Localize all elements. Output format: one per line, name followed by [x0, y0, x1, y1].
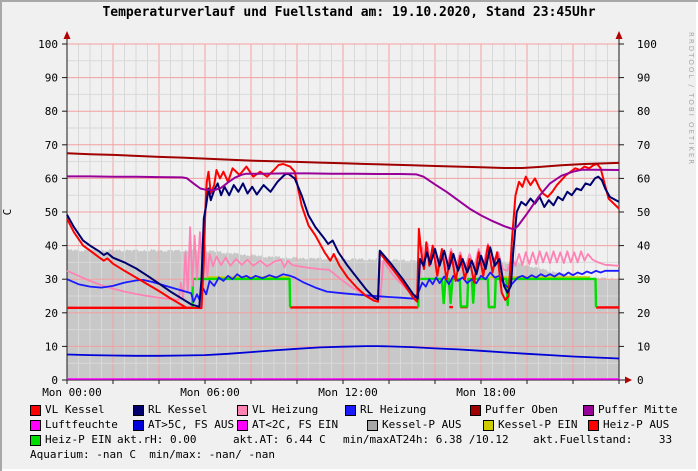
legend-swatch: [133, 404, 144, 416]
legend-label: RL Kessel: [148, 403, 208, 416]
legend-swatch: [133, 419, 144, 431]
legend-item-akt-rh-0-00: akt.rH: 0.00: [117, 434, 196, 446]
y-axis-arrow-right: [615, 31, 623, 39]
x-tick-label: Mon 12:00: [318, 386, 378, 399]
y-tick-label-right: 40: [637, 240, 650, 253]
x-tick-label: Mon 00:00: [42, 386, 102, 399]
legend-label: Puffer Oben: [485, 403, 558, 416]
legend-item-at-5c-fs-aus: AT>5C, FS AUS: [133, 419, 234, 431]
legend-item-heiz-p-ein: Heiz-P EIN: [30, 434, 111, 446]
legend-item-rl-kessel: RL Kessel: [133, 404, 208, 416]
legend-item-puffer-mitte: Puffer Mitte: [583, 404, 677, 416]
y-tick-label-left: 100: [38, 38, 58, 51]
y-tick-label-left: 20: [45, 307, 58, 320]
x-tick-label: Mon 06:00: [180, 386, 240, 399]
legend-label: Heiz-P EIN: [45, 433, 112, 446]
legend-label: Luftfeuchte: [45, 418, 118, 431]
legend-label: min/maxAT24h: 6.38 /10.12: [343, 433, 509, 446]
plot-area: 0 0 10 10 20 20 30 30 40 40 50 50 60 60 70 70 80 80 90 90 10…: [1, 31, 657, 399]
legend-label: AT>5C, FS AUS: [148, 418, 235, 431]
y-tick-label-right: 50: [637, 206, 650, 219]
legend-item-kessel-p-aus: Kessel-P AUS: [367, 419, 461, 431]
legend-item-vl-kessel: VL Kessel: [30, 404, 105, 416]
legend-swatch: [30, 434, 41, 446]
series-puffer-mitte: [67, 168, 620, 231]
legend-swatch: [237, 419, 248, 431]
x-axis-arrow: [625, 376, 632, 384]
legend-item-vl-heizung: VL Heizung: [237, 404, 318, 416]
legend-label: Kessel-P EIN: [498, 418, 578, 431]
legend-swatch: [588, 419, 599, 431]
legend-label: akt.rH: 0.00: [117, 433, 197, 446]
legend-swatch: [583, 404, 594, 416]
legend-item-puffer-oben: Puffer Oben: [470, 404, 558, 416]
legend-item-kessel-p-ein: Kessel-P EIN: [483, 419, 577, 431]
legend-item-akt-at-6-44-c: akt.AT: 6.44 C: [233, 434, 326, 446]
legend-item-luftfeuchte: Luftfeuchte: [30, 419, 118, 431]
series-aussentemperatur-at-5c: [66, 345, 620, 360]
series-puffer-oben: [66, 152, 620, 169]
legend-item-aquarium-nan-c-min-max-nan-nan: Aquarium: -nan C min/max: -nan/ -nan: [30, 449, 275, 461]
legend-label: Heiz-P AUS: [603, 418, 670, 431]
y-tick-label-left: 40: [45, 240, 58, 253]
legend-swatch: [483, 419, 494, 431]
legend-label: AT<2C, FS EIN: [252, 418, 339, 431]
legend-swatch: [237, 404, 248, 416]
legend-swatch: [30, 419, 41, 431]
y-tick-label-left: 80: [45, 105, 58, 118]
y-tick-label-right: 20: [637, 307, 650, 320]
legend-label: akt.Fuellstand: 33: [533, 433, 673, 446]
grid: [66, 43, 620, 380]
chart-title: Temperaturverlauf und Fuellstand am: 19.…: [102, 5, 596, 20]
axis-labels: 0 0 10 10 20 20 30 30 40 40 50 50 60 60 70 70 80 80 90 90 10…: [38, 38, 657, 399]
series-rl-kessel: [66, 172, 620, 308]
legend-item-rl-heizung: RL Heizung: [345, 404, 426, 416]
legend-swatch: [345, 404, 356, 416]
legend-swatch: [367, 419, 378, 431]
y-tick-label-right: 30: [637, 273, 650, 286]
y-tick-label-right: 0: [637, 374, 644, 387]
y-tick-label-right: 10: [637, 340, 650, 353]
y-tick-label-right: 60: [637, 172, 650, 185]
y-tick-label-right: 100: [637, 38, 657, 51]
legend-label: Kessel-P AUS: [382, 418, 462, 431]
y-axis-title: C: [1, 209, 14, 216]
y-tick-label-right: 80: [637, 105, 650, 118]
y-tick-label-right: 90: [637, 72, 650, 85]
legend-item-akt-fuellstand-33: akt.Fuellstand: 33: [533, 434, 672, 446]
legend-label: VL Heizung: [252, 403, 319, 416]
legend-label: Aquarium: -nan C min/max: -nan/ -nan: [30, 448, 276, 461]
legend-item-at-2c-fs-ein: AT<2C, FS EIN: [237, 419, 338, 431]
axes: [62, 31, 632, 384]
rrdtool-watermark: RRDTOOL / TOBI OETIKER: [687, 32, 695, 167]
y-tick-label-left: 30: [45, 273, 58, 286]
y-axis-arrow-left: [63, 31, 71, 39]
y-tick-label-left: 10: [45, 340, 58, 353]
y-tick-label-left: 60: [45, 172, 58, 185]
legend-item-heiz-p-aus: Heiz-P AUS: [588, 419, 669, 431]
y-tick-label-right: 70: [637, 139, 650, 152]
legend-item-min-maxat24h-6-38-10-12: min/maxAT24h: 6.38 /10.12: [343, 434, 509, 446]
x-tick-label: Mon 18:00: [456, 386, 516, 399]
y-tick-label-left: 0: [51, 374, 58, 387]
legend-label: akt.AT: 6.44 C: [233, 433, 326, 446]
legend-label: VL Kessel: [45, 403, 105, 416]
legend-label: RL Heizung: [360, 403, 427, 416]
legend-swatch: [30, 404, 41, 416]
legend-label: Puffer Mitte: [598, 403, 678, 416]
legend-swatch: [470, 404, 481, 416]
y-tick-label-left: 50: [45, 206, 58, 219]
y-tick-label-left: 70: [45, 139, 58, 152]
y-tick-label-left: 90: [45, 72, 58, 85]
series-heiz-p-ein: [191, 277, 598, 309]
